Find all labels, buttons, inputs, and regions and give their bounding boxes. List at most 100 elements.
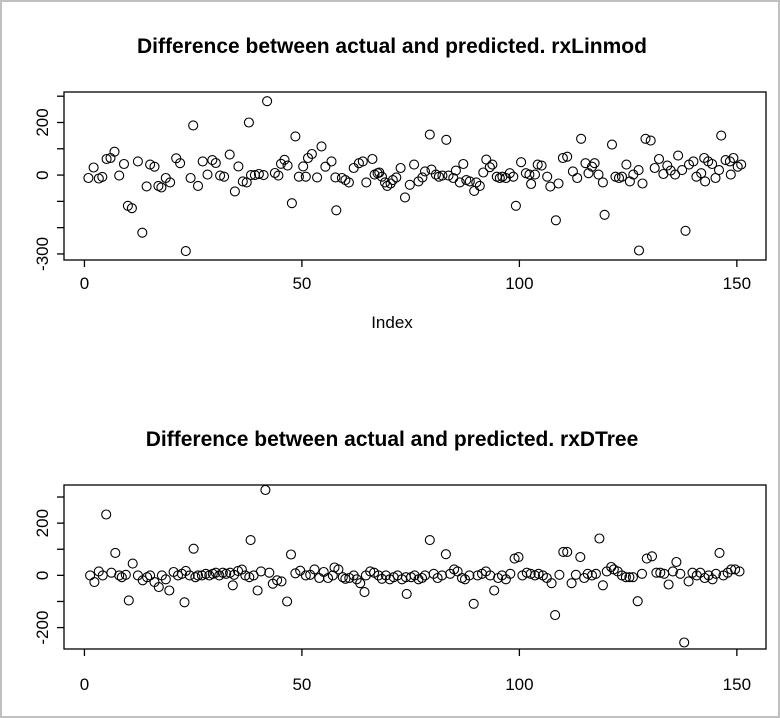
data-point xyxy=(430,169,441,180)
data-point xyxy=(671,556,682,568)
data-point xyxy=(553,178,564,189)
data-point xyxy=(516,157,527,168)
data-point xyxy=(472,570,483,581)
data-point xyxy=(156,182,167,193)
data-point xyxy=(576,133,587,144)
data-point xyxy=(340,175,351,186)
data-point xyxy=(524,169,535,180)
data-point xyxy=(636,568,648,579)
data-point xyxy=(621,159,632,170)
scatter-chart-1: 200 0 -200 0 50 100 150 xyxy=(33,484,767,694)
data-point xyxy=(327,570,338,581)
data-point xyxy=(188,543,199,554)
data-point xyxy=(276,576,287,587)
data-point xyxy=(145,570,156,581)
data-point xyxy=(153,582,164,593)
data-point xyxy=(513,552,524,563)
data-point xyxy=(343,177,354,188)
data-point xyxy=(641,553,652,564)
data-point xyxy=(649,162,660,174)
data-point xyxy=(633,245,645,256)
data-point xyxy=(132,570,143,581)
data-point xyxy=(210,157,221,169)
data-point xyxy=(593,169,604,180)
data-point xyxy=(290,131,301,142)
data-point xyxy=(572,172,583,184)
data-point xyxy=(651,567,662,578)
data-point xyxy=(703,570,714,581)
data-point xyxy=(450,165,461,176)
data-point xyxy=(525,568,536,579)
data-point xyxy=(424,129,435,140)
data-point xyxy=(258,170,269,181)
data-point xyxy=(316,141,327,152)
data-point xyxy=(101,153,112,165)
data-point xyxy=(385,178,396,189)
data-point xyxy=(109,146,120,157)
data-point xyxy=(179,597,190,608)
data-point xyxy=(244,572,255,583)
data-point xyxy=(728,152,739,164)
data-point xyxy=(97,171,108,182)
data-point xyxy=(114,170,125,181)
data-point xyxy=(484,162,495,173)
data-point xyxy=(245,535,256,546)
data-point xyxy=(594,533,605,544)
data-point xyxy=(688,156,699,167)
data-point xyxy=(202,169,213,180)
data-point xyxy=(229,569,240,580)
data-point xyxy=(454,177,465,188)
data-point xyxy=(680,225,691,236)
y-tick-label: -300 xyxy=(33,237,52,271)
x-tick-label: 100 xyxy=(505,274,533,293)
data-point xyxy=(236,564,247,575)
data-point xyxy=(89,577,100,588)
y-tick-label: 200 xyxy=(33,108,52,136)
data-point xyxy=(734,566,745,577)
data-point xyxy=(188,120,199,131)
chart-title-rxlinmod: Difference between actual and predicted.… xyxy=(137,35,647,58)
data-point xyxy=(309,564,320,575)
data-point xyxy=(683,576,694,587)
data-point xyxy=(380,570,391,581)
data-point xyxy=(554,569,565,580)
data-point xyxy=(677,165,688,176)
data-point xyxy=(599,209,610,220)
data-point xyxy=(662,160,673,171)
data-point xyxy=(215,170,226,181)
data-point xyxy=(606,139,618,150)
data-point xyxy=(243,117,254,128)
data-point xyxy=(566,578,577,589)
data-point xyxy=(207,155,218,166)
x-tick-label: 0 xyxy=(80,274,89,293)
data-point xyxy=(348,162,359,174)
data-point xyxy=(478,167,489,178)
data-point xyxy=(696,168,707,179)
data-point xyxy=(83,172,94,184)
data-point xyxy=(562,546,573,557)
data-point xyxy=(214,570,225,581)
data-point xyxy=(655,567,666,578)
data-point xyxy=(620,572,631,583)
data-point xyxy=(331,205,342,216)
data-point xyxy=(437,170,448,181)
data-point xyxy=(282,596,293,607)
data-point xyxy=(314,572,325,584)
data-point xyxy=(424,535,435,546)
data-point xyxy=(126,203,137,214)
data-point xyxy=(333,564,344,575)
data-point xyxy=(417,172,428,183)
data-point xyxy=(282,160,293,171)
data-point xyxy=(253,168,264,180)
data-point xyxy=(255,566,267,577)
data-point xyxy=(318,566,329,578)
data-point xyxy=(508,171,519,182)
data-point xyxy=(229,186,240,197)
data-point xyxy=(137,227,148,238)
data-point xyxy=(142,572,153,583)
y-tick-label: 0 xyxy=(33,170,52,179)
data-point xyxy=(441,134,452,145)
data-point xyxy=(326,156,337,167)
data-point xyxy=(132,156,143,167)
